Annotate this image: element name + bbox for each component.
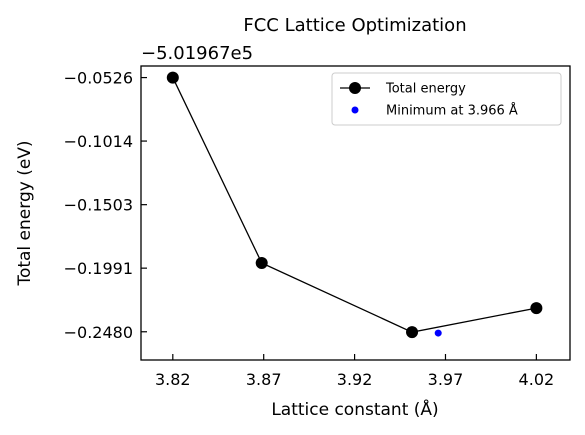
y-tick-label: −0.2480	[64, 323, 133, 342]
x-tick-label: 3.92	[337, 370, 373, 389]
data-point-minimum	[434, 329, 442, 337]
x-tick-label: 3.82	[155, 370, 191, 389]
y-tick-label: −0.0526	[64, 69, 133, 88]
data-point-total-energy	[255, 256, 268, 269]
x-axis: 3.82 3.87 3.92 3.97 4.02	[155, 354, 554, 389]
data-point-total-energy	[166, 71, 179, 84]
series-line-total-energy	[172, 77, 537, 333]
data-point-total-energy	[406, 326, 419, 339]
chart-title: FCC Lattice Optimization	[243, 15, 466, 36]
legend-label-minimum: Minimum at 3.966 Å	[386, 103, 518, 119]
legend: Total energy Minimum at 3.966 Å	[331, 72, 562, 126]
legend-marker-minimum	[351, 106, 359, 114]
y-tick-label: −0.1991	[64, 259, 133, 278]
data-point-total-energy	[530, 302, 543, 315]
y-axis-title: Total energy (eV)	[15, 140, 35, 286]
x-tick-label: 3.87	[246, 370, 282, 389]
legend-marker-total-energy	[349, 82, 361, 94]
y-offset-label: −5.01967e5	[141, 43, 253, 64]
x-tick-label: 3.97	[428, 370, 464, 389]
y-tick-label: −0.1503	[64, 196, 133, 215]
legend-label-total-energy: Total energy	[385, 82, 466, 97]
x-axis-title: Lattice constant (Å)	[271, 398, 438, 420]
plot-area	[140, 65, 571, 361]
x-tick-label: 4.02	[519, 370, 555, 389]
series-layer	[166, 71, 543, 339]
y-axis: −0.0526 −0.1014 −0.1503 −0.1991 −0.2480	[64, 69, 147, 342]
y-tick-label: −0.1014	[64, 132, 133, 151]
legend-box	[331, 72, 562, 126]
